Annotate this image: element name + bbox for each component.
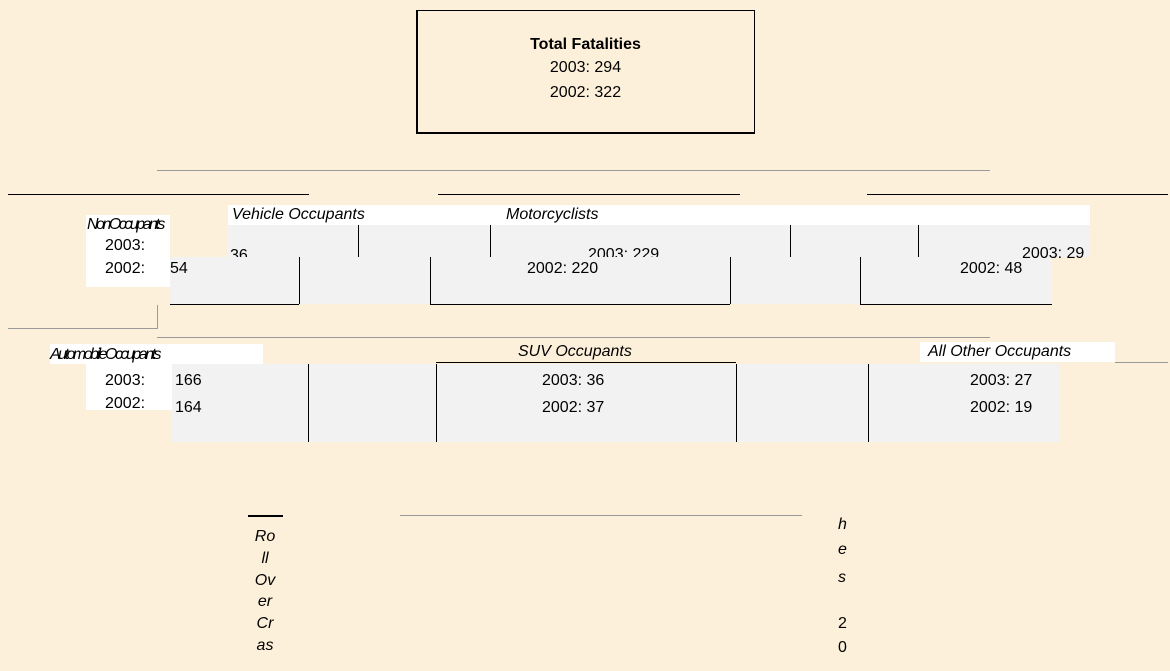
cell-divider [436, 364, 437, 442]
fragment-text: as [256, 637, 274, 654]
connector [438, 194, 740, 195]
top-line: 2003: 294 [549, 59, 622, 76]
value: 36 [230, 247, 248, 257]
connector [436, 362, 736, 363]
value: 2003: 29 [1022, 245, 1085, 262]
fragment-text: 0 [838, 639, 847, 656]
cell-divider [308, 364, 309, 442]
cell-divider [868, 364, 869, 442]
cell-band [170, 257, 1052, 304]
fragment-text: Ov [254, 571, 276, 589]
value: 166 [175, 372, 202, 389]
cell-border [860, 304, 1052, 305]
node-label: AutomobileOccupants [50, 346, 162, 363]
cell-border [170, 304, 299, 305]
node-label: All Other Occupants [928, 343, 1072, 360]
cell-divider [430, 257, 431, 304]
value: 164 [175, 399, 202, 416]
label-box [920, 342, 1115, 362]
fragment-text: Cr [256, 615, 274, 633]
cell-divider [490, 225, 491, 257]
top-title: Total Fatalities [530, 36, 641, 53]
node-label: SUV Occupants [518, 343, 632, 360]
cell-band [172, 364, 1060, 442]
cell-divider [918, 225, 919, 257]
label-box [86, 215, 170, 287]
cell-divider [736, 364, 737, 442]
node-label: Vehicle Occupants [232, 206, 365, 223]
value: 2003: 36 [542, 372, 605, 389]
connector [248, 515, 283, 517]
connector [157, 305, 158, 328]
value: 2003: 229 [588, 246, 660, 257]
year-label: 2002: [105, 395, 146, 412]
connector [157, 170, 990, 171]
cell-divider [358, 225, 359, 257]
connector [8, 328, 158, 329]
top-box [416, 10, 755, 134]
value: 2002: 48 [960, 260, 1023, 277]
fragment-text: Ro [254, 528, 276, 545]
value: 2002: 37 [542, 399, 605, 416]
label-box [50, 344, 263, 364]
value: 54 [170, 260, 188, 277]
cell-divider [299, 257, 300, 304]
year-label: 2002: [105, 260, 146, 277]
fragment-text: s [838, 569, 846, 586]
connector [867, 194, 1168, 195]
value: 2002: 19 [970, 399, 1033, 416]
node-label: NonOccupants [87, 216, 165, 233]
fragment-text: h [838, 516, 847, 533]
node-label: Motorcyclists [506, 206, 599, 223]
top-line: 2002: 322 [549, 84, 622, 101]
connector [157, 337, 990, 338]
cell-divider [730, 257, 731, 304]
label-band [228, 205, 1090, 225]
connector [1115, 362, 1168, 363]
cell-divider [790, 225, 791, 257]
fragment-text: e [838, 541, 847, 558]
connector [8, 194, 309, 195]
fragment-text: er [257, 593, 273, 611]
value: 2003: 27 [970, 372, 1033, 389]
cell-band [228, 225, 1090, 257]
cell-border [430, 304, 730, 305]
year-label: 2003: [105, 372, 146, 389]
value: 2002: 220 [527, 260, 599, 277]
cell-divider [860, 257, 861, 304]
year-label: 2003: [105, 237, 146, 254]
label-box [86, 364, 172, 410]
fragment-text: ll [261, 549, 269, 567]
fragment-text: 2 [838, 615, 847, 632]
connector [400, 515, 802, 516]
